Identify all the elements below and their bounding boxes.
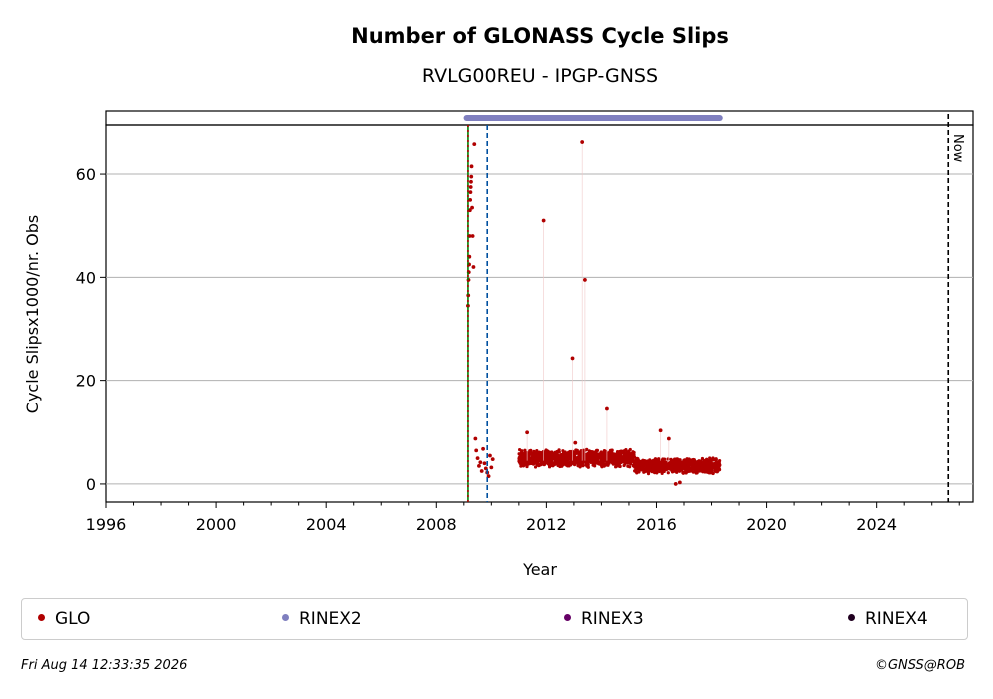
glo-band-point bbox=[585, 447, 589, 451]
glo-point bbox=[469, 174, 474, 179]
glo-point bbox=[474, 448, 479, 453]
glo-point bbox=[472, 142, 477, 147]
gridlines bbox=[106, 173, 973, 485]
glo-band-point bbox=[662, 457, 667, 461]
glo-point bbox=[673, 482, 678, 486]
x-tick-label: 2016 bbox=[636, 515, 677, 534]
glo-point bbox=[467, 208, 472, 213]
glo-point bbox=[469, 179, 473, 184]
y-tick-label: 20 bbox=[76, 372, 96, 391]
glo-band-point bbox=[610, 448, 614, 452]
glo-band-point bbox=[628, 447, 632, 452]
glo-band-point bbox=[717, 468, 722, 472]
glo-point bbox=[489, 465, 494, 470]
glo-band-point bbox=[581, 464, 585, 468]
rinex3-marker-icon bbox=[564, 613, 571, 621]
x-tick-label: 2000 bbox=[196, 515, 237, 534]
glo-point bbox=[468, 185, 473, 189]
glo-points bbox=[466, 140, 682, 486]
y-axis-label: Cycle Slipsx1000/nr. Obs bbox=[23, 215, 42, 413]
glo-point bbox=[470, 234, 475, 238]
glo-point bbox=[580, 140, 585, 144]
glo-band-point bbox=[711, 471, 715, 475]
glo-point bbox=[481, 446, 485, 451]
glo-band-point bbox=[618, 464, 622, 469]
y-tick-label: 60 bbox=[76, 165, 96, 184]
glo-band-point bbox=[586, 463, 590, 467]
legend-label-rinex3: RINEX3 bbox=[581, 609, 644, 629]
legend-item-rinex2: RINEX2 bbox=[282, 599, 362, 639]
legend: GLO RINEX2 RINEX3 RINEX4 bbox=[21, 598, 968, 640]
legend-label-glo: GLO bbox=[55, 609, 91, 629]
glo-point bbox=[470, 205, 474, 210]
x-tick-label: 2020 bbox=[746, 515, 787, 534]
glo-point bbox=[468, 197, 473, 202]
y-tick-label: 0 bbox=[86, 475, 96, 494]
glo-band-point bbox=[593, 464, 597, 468]
glo-band-point bbox=[586, 465, 590, 469]
glo-band-point bbox=[666, 471, 670, 475]
footer-copyright: ©GNSS@ROB bbox=[874, 658, 965, 673]
glo-point bbox=[473, 436, 478, 441]
glo-point bbox=[479, 469, 484, 473]
glo-band-point bbox=[632, 450, 636, 455]
x-tick-label: 2024 bbox=[856, 515, 897, 534]
glo-point bbox=[525, 430, 530, 435]
glo-point bbox=[490, 457, 495, 462]
glo-point bbox=[658, 428, 663, 433]
chart: Number of GLONASS Cycle Slips RVLG00REU … bbox=[23, 24, 974, 579]
x-tick-label: 2012 bbox=[526, 515, 567, 534]
glo-marker-icon bbox=[38, 613, 45, 621]
legend-item-glo: GLO bbox=[38, 599, 90, 639]
glo-point bbox=[475, 456, 480, 461]
glo-point bbox=[677, 480, 682, 485]
y-tick-label: 40 bbox=[76, 268, 96, 287]
glo-point bbox=[468, 190, 473, 195]
glo-point bbox=[471, 265, 476, 269]
data-band-layer bbox=[517, 447, 722, 476]
chart-title: Number of GLONASS Cycle Slips bbox=[351, 24, 729, 48]
legend-item-rinex4: RINEX4 bbox=[848, 599, 928, 639]
glo-band-point bbox=[520, 449, 524, 453]
x-tick-label: 1996 bbox=[86, 515, 127, 534]
glo-point bbox=[469, 164, 474, 169]
glo-point bbox=[482, 461, 487, 466]
glo-band-point bbox=[628, 465, 632, 469]
rinex2-marker-icon bbox=[282, 613, 289, 621]
x-axis: 1996 2000 2004 2008 2012 2016 2020 2024 bbox=[86, 502, 960, 534]
legend-item-rinex3: RINEX3 bbox=[564, 599, 644, 639]
spike-layer bbox=[526, 142, 670, 461]
x-axis-label: Year bbox=[522, 560, 557, 579]
glo-point bbox=[573, 440, 578, 445]
glo-point bbox=[477, 463, 481, 468]
legend-label-rinex4: RINEX4 bbox=[865, 609, 928, 629]
glo-band-point bbox=[595, 448, 600, 452]
glo-band-point bbox=[557, 450, 561, 454]
glo-point bbox=[583, 278, 587, 282]
x-tick-label: 2004 bbox=[306, 515, 347, 534]
y-axis: 0 20 40 60 bbox=[76, 165, 106, 494]
rinex4-marker-icon bbox=[848, 613, 855, 621]
x-tick-label: 2008 bbox=[416, 515, 457, 534]
glo-point bbox=[541, 218, 546, 223]
glo-band-point bbox=[718, 463, 722, 467]
glo-point bbox=[488, 453, 492, 458]
glo-point bbox=[666, 436, 671, 441]
chart-subtitle: RVLG00REU - IPGP-GNSS bbox=[422, 65, 658, 87]
glo-band-point bbox=[666, 457, 670, 461]
glo-point bbox=[605, 406, 609, 411]
glo-band-point bbox=[717, 459, 722, 463]
vertical-lines: Now bbox=[467, 114, 965, 502]
legend-label-rinex2: RINEX2 bbox=[299, 609, 362, 629]
plot-area bbox=[105, 124, 974, 503]
glo-point bbox=[478, 460, 483, 465]
footer-timestamp: Fri Aug 14 12:33:35 2026 bbox=[21, 658, 188, 673]
glo-band-point bbox=[698, 459, 703, 463]
glo-band-point bbox=[533, 465, 538, 469]
glo-point bbox=[570, 356, 575, 361]
now-label: Now bbox=[950, 134, 965, 163]
